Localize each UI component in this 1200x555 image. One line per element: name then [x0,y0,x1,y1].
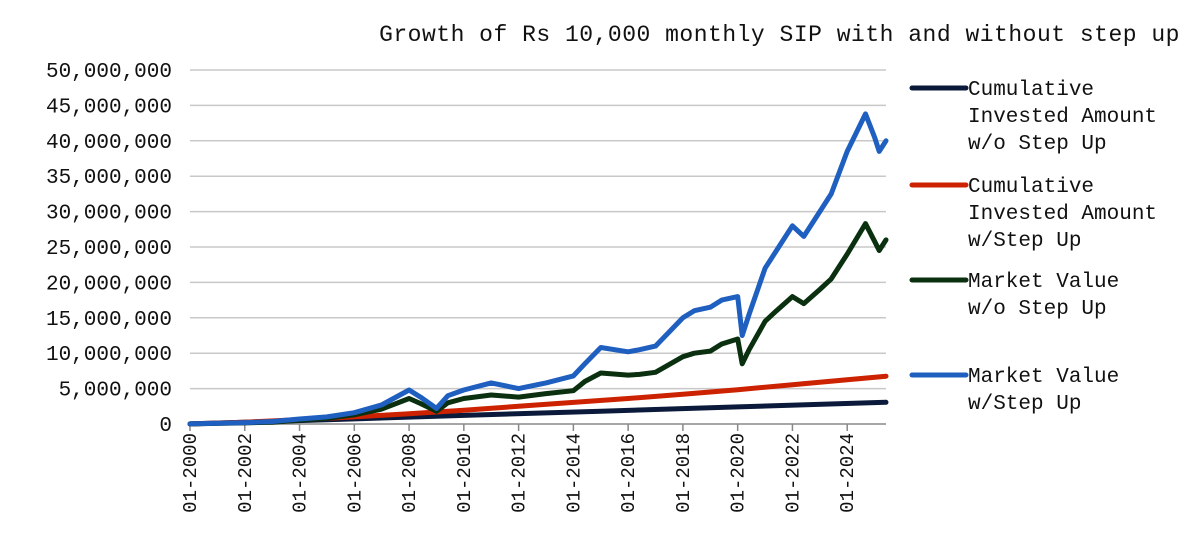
x-tick-label: 01-2014 [563,433,585,513]
y-axis: 0 5,000,000 10,000,000 15,000,000 20,000,000… [46,61,172,438]
y-tick-label: 30,000,000 [46,203,172,226]
legend-entry-text: Cumulative [968,176,1094,199]
legend-entry-text: Invested Amount [968,106,1157,129]
y-tick-label: 45,000,000 [46,96,172,119]
x-tick-label: 01-2006 [344,433,366,513]
x-tick-label: 01-2008 [399,433,421,513]
y-tick-label: 40,000,000 [46,132,172,155]
legend-entry-text: Market Value [968,271,1119,294]
x-tick-label: 01-2010 [454,433,476,513]
y-tick-label: 15,000,000 [46,309,172,332]
x-tick-label: 01-2022 [782,433,804,513]
x-tick-label: 01-2020 [728,433,750,513]
gridlines [190,69,886,390]
legend-entry-text: Invested Amount [968,203,1157,226]
chart-title: Growth of Rs 10,000 monthly SIP with and… [379,22,1180,48]
x-tick-label: 01-2024 [837,433,859,513]
legend: Cumulative Invested Amount w/o Step Up Cumu… [909,79,1157,416]
y-tick-label: 10,000,000 [46,344,172,367]
series-line-3 [187,221,889,427]
y-tick-label: 35,000,000 [46,167,172,190]
y-tick-label: 20,000,000 [46,273,172,296]
x-axis: 01-2000 01-2002 01-2004 01-2006 01-2008 01-20… [180,423,886,513]
legend-entry-text: w/Step Up [968,393,1081,416]
y-tick-label: 25,000,000 [46,238,172,261]
y-tick-label: 0 [159,415,172,438]
x-tick-label: 01-2016 [618,433,640,513]
plot-area [187,111,889,427]
x-tick-label: 01-2000 [180,433,202,513]
x-tick-label: 01-2012 [509,433,531,513]
series-line-4 [187,111,889,427]
legend-entry-text: w/o Step Up [968,133,1107,156]
x-tick-label: 01-2018 [673,433,695,513]
x-tick-label: 01-2004 [290,433,312,513]
y-tick-label: 50,000,000 [46,61,172,84]
y-tick-label: 5,000,000 [59,380,172,403]
legend-entry-text: Market Value [968,366,1119,389]
x-tick-label: 01-2002 [235,433,257,513]
legend-entry-text: w/Step Up [968,230,1081,253]
legend-entry-text: Cumulative [968,79,1094,102]
legend-entry-text: w/o Step Up [968,298,1107,321]
